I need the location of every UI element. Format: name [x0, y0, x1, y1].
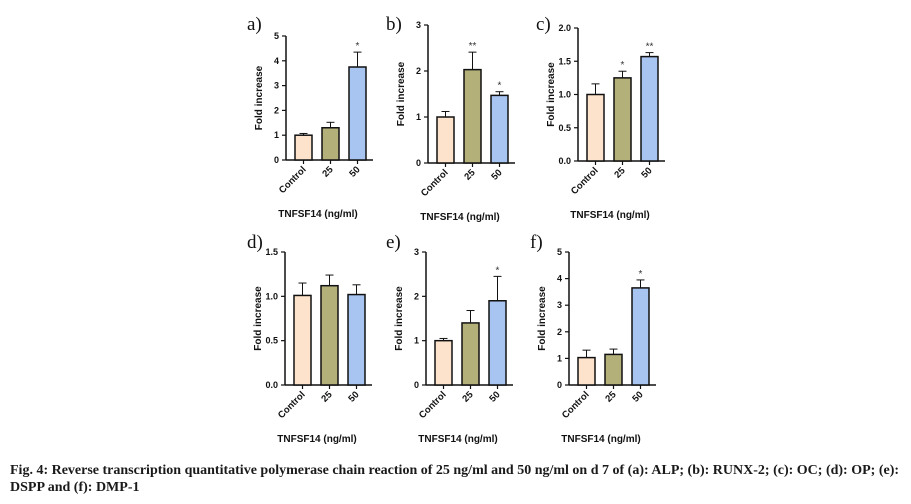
panel-f-category-label: 50 [630, 389, 645, 404]
panel-a-letter: a) [247, 14, 262, 35]
panel-d-bar-25 [320, 284, 339, 386]
panel-f-bar-25 [604, 353, 623, 386]
panel-d-y-tick-label: 0.5 [265, 336, 278, 346]
panel-d-y-label: Fold increase [253, 286, 264, 351]
panel-c-bar-25 [613, 77, 632, 162]
panel-c-category-label: Control [569, 165, 601, 197]
panel-f-y-label: Fold increase [537, 286, 548, 351]
panel-f-y-tick-label: 2 [557, 327, 562, 337]
panel-d-bar-control [293, 294, 312, 386]
panel-a-bar-25 [321, 127, 340, 161]
panel-b-category-label: 25 [462, 167, 478, 183]
panel-e-y-tick-label: 2 [414, 291, 419, 301]
panel-f-bar-control [577, 356, 596, 386]
panel-c-y-tick-label: 2.0 [558, 23, 571, 33]
panel-e-x-label: TNFSF14 (ng/ml) [418, 434, 497, 445]
panel-b-letter: b) [386, 14, 402, 35]
panel-d-category-label: 25 [319, 389, 335, 405]
panel-b-category-label: Control [419, 167, 451, 199]
panel-f-category-label: Control [560, 389, 592, 421]
panel-b-y-tick-label: 1 [416, 112, 421, 122]
panel-f-x-label: TNFSF14 (ng/ml) [561, 434, 640, 445]
panel-b-y-tick-label: 0 [416, 158, 421, 168]
panel-d-category-label: 50 [346, 389, 361, 404]
panel-c-x-label: TNFSF14 (ng/ml) [570, 210, 649, 221]
panel-c-bar-50 [640, 55, 659, 162]
panel-b-significance: * [498, 81, 502, 92]
panel-c-y-tick-label: 0.0 [558, 156, 571, 166]
panel-a-category-label: 25 [320, 164, 336, 180]
panel-b-x-label: TNFSF14 (ng/ml) [420, 212, 499, 223]
panel-e-category-label: 25 [460, 389, 476, 405]
panel-f-y-tick-label: 4 [557, 274, 562, 284]
panel-a-y-label: Fold increase [254, 65, 265, 130]
panel-e-bar-control [434, 339, 453, 386]
panel-a-y-tick-label: 2 [274, 105, 279, 115]
panel-a-category-label: 50 [347, 164, 362, 179]
panel-c-category-label: 25 [612, 165, 628, 181]
panel-d-y-tick-label: 1.5 [265, 247, 278, 257]
panel-c-letter: c) [536, 14, 551, 35]
panel-e-y-tick-label: 1 [414, 336, 419, 346]
panel-e-y-tick-label: 0 [414, 380, 419, 390]
panel-a-category-label: Control [277, 164, 309, 196]
panel-c-category-label: 50 [639, 165, 654, 180]
panel-f-y-tick-label: 5 [557, 247, 562, 257]
panel-f-letter: f) [530, 232, 543, 253]
panel-f-category-label: 25 [603, 389, 619, 405]
panel-a-x-label: TNFSF14 (ng/ml) [278, 209, 357, 220]
panel-e-y-tick-label: 3 [414, 247, 419, 257]
panel-a-y-tick-label: 4 [274, 56, 279, 66]
panel-c-significance: ** [646, 42, 654, 53]
panel-f-y-tick-label: 1 [557, 353, 562, 363]
panel-b-y-tick-label: 3 [416, 20, 421, 30]
panel-b-bar-25 [463, 68, 482, 164]
panel-f-y-tick-label: 0 [557, 380, 562, 390]
panel-c-y-tick-label: 1.5 [558, 56, 571, 66]
panel-f-y-tick-label: 3 [557, 300, 562, 310]
panel-f-significance: * [639, 269, 643, 280]
panel-a-y-tick-label: 5 [274, 31, 279, 41]
panel-b-bar-control [436, 116, 455, 164]
panel-a-bar-control [294, 134, 313, 161]
panel-a-bar-50 [348, 66, 367, 161]
panel-b-bar-50 [490, 94, 509, 164]
panel-c-y-tick-label: 1.0 [558, 90, 571, 100]
panel-d-x-label: TNFSF14 (ng/ml) [277, 434, 356, 445]
figure-caption: Fig. 4: Reverse transcription quantitati… [10, 463, 900, 495]
panel-e-category-label: Control [417, 389, 449, 421]
panel-c-y-label: Fold increase [546, 62, 557, 127]
panel-e-category-label: 50 [487, 389, 502, 404]
panel-a-significance: * [356, 41, 360, 52]
panel-a-y-tick-label: 3 [274, 81, 279, 91]
panel-d-y-tick-label: 1.0 [265, 291, 278, 301]
panel-c-bar-control [586, 93, 605, 162]
panel-e-bar-25 [461, 322, 480, 386]
panel-c-y-tick-label: 0.5 [558, 123, 571, 133]
panel-d-bar-50 [347, 293, 366, 386]
panel-e-bar-50 [488, 300, 507, 386]
panel-e-letter: e) [386, 232, 401, 253]
panel-b-y-tick-label: 2 [416, 66, 421, 76]
panel-a-y-tick-label: 0 [274, 155, 279, 165]
panel-e-y-label: Fold increase [394, 286, 405, 351]
panel-c-significance: * [621, 60, 625, 71]
panel-d-letter: d) [247, 232, 263, 253]
panel-d-y-tick-label: 0.0 [265, 380, 278, 390]
panel-b-significance: ** [469, 41, 477, 52]
panel-a-y-tick-label: 1 [274, 130, 279, 140]
panel-b-category-label: 50 [489, 167, 504, 182]
panel-d-category-label: Control [276, 389, 308, 421]
panel-b-y-label: Fold increase [396, 61, 407, 126]
panel-f-bar-50 [631, 287, 650, 386]
panel-e-significance: * [496, 265, 500, 276]
